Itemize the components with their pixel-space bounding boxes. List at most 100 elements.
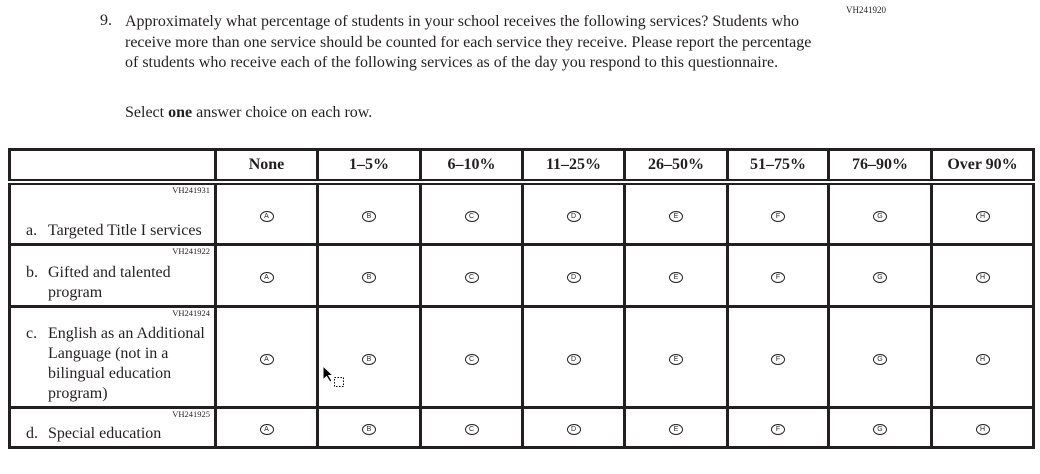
item-letter: c. xyxy=(26,324,38,342)
instruction-text: answer choice on each row. xyxy=(192,104,373,121)
answer-cell: B xyxy=(316,242,422,308)
answer-bubble[interactable]: F xyxy=(771,424,785,435)
answer-cell: G xyxy=(827,405,933,449)
answer-bubble[interactable]: B xyxy=(362,210,376,222)
instruction-bold: one xyxy=(168,104,193,121)
column-header: None xyxy=(214,148,319,185)
answer-bubble[interactable]: E xyxy=(669,272,683,283)
answer-cell: D xyxy=(521,405,626,449)
answer-bubble[interactable]: A xyxy=(259,210,274,222)
question-number: 9. xyxy=(100,12,112,29)
column-header: 51–75% xyxy=(726,148,830,185)
answer-cell: F xyxy=(726,304,830,409)
answer-bubble[interactable]: E xyxy=(669,424,683,435)
answer-cell: H xyxy=(930,304,1035,409)
row-label: VH241924 c. English as an Additional Langu… xyxy=(8,304,217,409)
question-id: VH241920 xyxy=(846,5,886,15)
answer-cell: F xyxy=(726,405,830,449)
answer-cell: E xyxy=(623,180,729,246)
answer-bubble[interactable]: H xyxy=(975,424,990,435)
answer-bubble[interactable]: H xyxy=(975,272,990,283)
item-code: VH241924 xyxy=(172,307,210,318)
answer-bubble[interactable]: H xyxy=(975,353,990,365)
column-header: 1–5% xyxy=(316,148,422,185)
answer-cell: B xyxy=(316,405,422,449)
row-label: VH241931 a. Targeted Title I services xyxy=(8,180,217,246)
answer-cell: G xyxy=(827,304,933,409)
answer-bubble[interactable]: G xyxy=(873,272,887,283)
answer-bubble[interactable]: B xyxy=(362,353,376,365)
answer-cell: A xyxy=(214,180,319,246)
item-code: VH241922 xyxy=(172,245,210,256)
column-header: Over 90% xyxy=(930,148,1035,185)
item-label: English as an Additional Language (not i… xyxy=(48,324,205,402)
answer-cell: C xyxy=(419,405,524,449)
answer-bubble[interactable]: F xyxy=(771,353,785,365)
answer-bubble[interactable]: D xyxy=(566,353,581,365)
table-row: VH241931 a. Targeted Title I services A B C D E… xyxy=(8,180,1035,246)
answer-bubble[interactable]: C xyxy=(464,210,479,222)
answer-cell: F xyxy=(726,180,830,246)
answer-cell: B xyxy=(316,304,422,409)
answer-bubble[interactable]: C xyxy=(464,353,479,365)
instruction: Select one answer choice on each row. xyxy=(125,104,372,122)
answer-bubble[interactable]: E xyxy=(669,353,683,365)
answer-bubble[interactable]: G xyxy=(873,353,887,365)
instruction-text: Select xyxy=(125,104,169,121)
column-header: 76–90% xyxy=(827,148,933,185)
answer-bubble[interactable]: F xyxy=(771,210,785,222)
answer-bubble[interactable]: G xyxy=(873,210,887,222)
question-text: Approximately what percentage of student… xyxy=(125,13,812,71)
answer-cell: H xyxy=(930,242,1035,308)
table-row: VH241925 d. Special education A B C D E F G H xyxy=(8,405,1035,449)
answer-bubble[interactable]: D xyxy=(566,272,581,283)
row-label: VH241925 d. Special education xyxy=(8,405,217,449)
answer-bubble[interactable]: B xyxy=(362,272,376,283)
answer-bubble[interactable]: D xyxy=(566,424,581,435)
answer-bubble[interactable]: F xyxy=(771,272,785,283)
answer-bubble[interactable]: E xyxy=(669,210,683,222)
answer-bubble[interactable]: G xyxy=(873,424,887,435)
answer-cell: F xyxy=(726,242,830,308)
header-blank xyxy=(8,148,217,185)
response-grid: None 1–5% 6–10% 11–25% 26–50% 51–75% 76–90% Ove… xyxy=(8,148,1035,449)
answer-cell: C xyxy=(419,242,524,308)
answer-cell: H xyxy=(930,180,1035,246)
answer-bubble[interactable]: A xyxy=(259,272,274,283)
item-label: Special education xyxy=(48,424,162,442)
answer-cell: A xyxy=(214,242,319,308)
answer-cell: B xyxy=(316,180,422,246)
answer-cell: D xyxy=(521,180,626,246)
item-label: Gifted and talented program xyxy=(48,263,171,301)
answer-cell: D xyxy=(521,304,626,409)
item-letter: d. xyxy=(26,424,38,442)
answer-cell: A xyxy=(214,405,319,449)
answer-cell: C xyxy=(419,180,524,246)
column-header: 26–50% xyxy=(623,148,729,185)
answer-cell: E xyxy=(623,405,729,449)
row-label: VH241922 b. Gifted and talented program xyxy=(8,242,217,308)
item-code: VH241925 xyxy=(172,408,210,419)
item-code: VH241931 xyxy=(172,185,210,195)
column-header: 6–10% xyxy=(419,148,524,185)
table-row: VH241922 b. Gifted and talented program A B C… xyxy=(8,242,1035,308)
item-letter: b. xyxy=(26,263,38,281)
answer-bubble[interactable]: A xyxy=(259,424,274,435)
answer-cell: A xyxy=(214,304,319,409)
table-row: VH241924 c. English as an Additional Langu… xyxy=(8,304,1035,409)
answer-bubble[interactable]: B xyxy=(362,424,376,435)
answer-cell: C xyxy=(419,304,524,409)
answer-cell: H xyxy=(930,405,1035,449)
answer-cell: G xyxy=(827,242,933,308)
item-letter: a. xyxy=(26,221,38,239)
answer-cell: E xyxy=(623,304,729,409)
answer-bubble[interactable]: C xyxy=(464,424,479,435)
answer-cell: E xyxy=(623,242,729,308)
answer-bubble[interactable]: H xyxy=(975,210,990,222)
answer-cell: D xyxy=(521,242,626,308)
mouse-cursor-icon xyxy=(322,365,344,387)
answer-bubble[interactable]: A xyxy=(259,353,274,365)
answer-cell: G xyxy=(827,180,933,246)
answer-bubble[interactable]: C xyxy=(464,272,479,283)
answer-bubble[interactable]: D xyxy=(566,210,581,222)
